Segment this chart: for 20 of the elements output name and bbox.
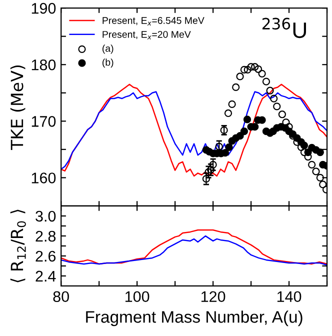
legend-label: (b) [102,58,114,68]
y-tick-label: 3.0 [36,210,56,222]
y-tick-label: 190 [32,2,56,14]
y-tick-label: 180 [32,59,56,70]
legend-label: Present, E$_{x}$=6.545 MeV [102,17,204,26]
annotation: $^{236}$U [262,18,306,38]
y-tick-label: 2.8 [36,230,56,242]
legend-label: (a) [102,44,114,54]
x-tick-label: 80 [53,291,69,302]
y-tick-label: 2.4 [36,270,56,282]
y-axis-title: ⟨ R$_{12}$/R$_{0}$ ⟩ [10,210,26,282]
y-tick-label: 170 [32,116,56,127]
x-tick-label: 140 [277,291,302,302]
x-axis-title: Fragment Mass Number, A(u) [86,310,302,326]
y-axis-title: TKE (MeV) [10,65,26,150]
x-tick-label: 120 [201,291,226,302]
y-tick-label: 2.6 [36,250,56,262]
y-tick-label: 160 [32,172,56,184]
x-tick-label: 100 [125,291,150,302]
legend-label: Present, E$_{x}$=20 MeV [102,30,191,40]
